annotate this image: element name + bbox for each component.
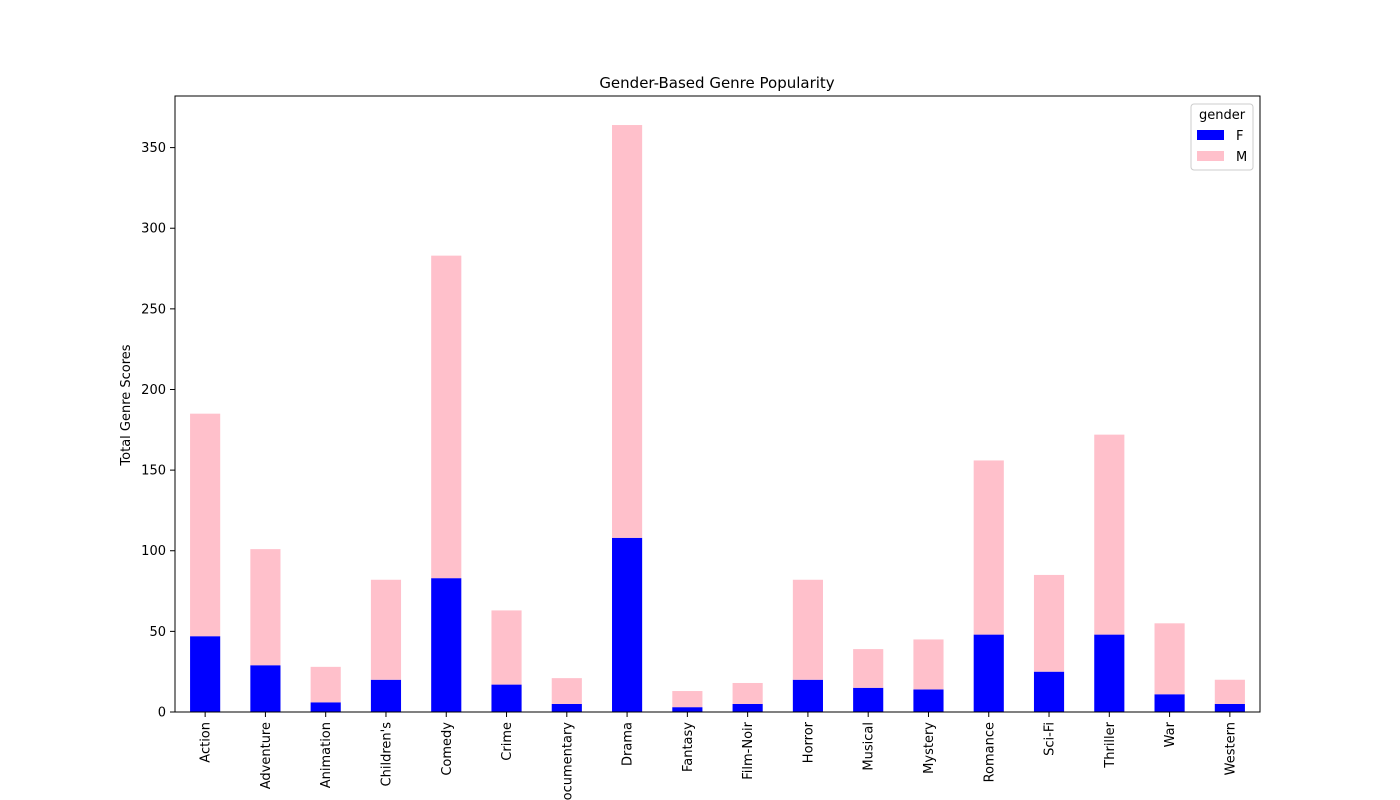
- bar-f-fantasy: [672, 707, 703, 712]
- x-tick-label: War: [1163, 721, 1178, 747]
- legend-label-m: M: [1236, 150, 1247, 165]
- bar-m-fantasy: [672, 691, 703, 708]
- y-axis: 0 50 100 150 200 250 300 350: [141, 141, 175, 721]
- x-tick-label: Action: [199, 722, 214, 763]
- bar-m-action: [190, 413, 221, 637]
- legend: gender F M: [1190, 103, 1254, 171]
- bar-f-crime: [491, 684, 522, 712]
- bar-m-children-s: [370, 579, 402, 680]
- bar-f-action: [190, 636, 221, 712]
- bar-f-film-noir: [732, 703, 763, 712]
- x-tick-label: Children's: [379, 722, 394, 787]
- x-tick-label: Animation: [319, 722, 334, 788]
- bar-m-thriller: [1094, 434, 1125, 635]
- bar-m-animation: [310, 666, 341, 703]
- bar-f-animation: [310, 702, 341, 712]
- bar-f-adventure: [250, 665, 281, 712]
- y-tick-label: 50: [149, 625, 166, 640]
- bar-f-horror: [792, 679, 823, 712]
- plot-frame: [174, 95, 1261, 713]
- bars-group: [190, 125, 1245, 712]
- x-tick-label: Comedy: [440, 722, 455, 776]
- y-axis-label: Total Genre Scores: [119, 344, 134, 466]
- x-axis: Action Adventure Animation Children's Comedy…: [199, 712, 1238, 800]
- x-tick-label: Fantasy: [681, 722, 696, 772]
- bar-m-romance: [973, 460, 1004, 635]
- x-tick-label: Sci-Fi: [1043, 722, 1058, 756]
- legend-swatch-f: [1197, 130, 1224, 140]
- legend-swatch-m: [1197, 151, 1224, 161]
- x-tick-label: Drama: [621, 722, 636, 766]
- x-tick-label: Film-Noir: [741, 721, 756, 779]
- chart-title: Gender-Based Genre Popularity: [599, 74, 834, 92]
- bar-m-adventure: [250, 549, 281, 666]
- x-tick-label: Horror: [801, 721, 816, 763]
- bar-m-film-noir: [732, 682, 763, 704]
- x-tick-label: Mystery: [922, 722, 937, 774]
- y-tick-label: 0: [158, 706, 166, 721]
- bar-f-comedy: [431, 578, 462, 712]
- bar-f-sci-fi: [1033, 671, 1065, 712]
- y-tick-label: 100: [141, 544, 166, 559]
- legend-title: gender: [1199, 108, 1246, 123]
- x-tick-label: Thriller: [1103, 721, 1118, 768]
- bar-m-crime: [491, 610, 522, 685]
- y-tick-label: 150: [141, 464, 166, 479]
- y-tick-label: 350: [141, 141, 166, 156]
- bar-m-sci-fi: [1033, 574, 1065, 672]
- bar-f-drama: [612, 537, 643, 712]
- bar-m-comedy: [431, 255, 462, 579]
- bar-m-documentary: [551, 678, 582, 704]
- x-tick-label: Romance: [982, 722, 997, 782]
- y-tick-label: 250: [141, 302, 166, 317]
- bar-f-children-s: [370, 679, 402, 712]
- y-tick-label: 200: [141, 383, 166, 398]
- x-tick-label: Crime: [500, 722, 515, 761]
- bar-m-drama: [612, 125, 643, 538]
- bar-f-romance: [973, 634, 1004, 712]
- x-tick-label: Documentary: [560, 722, 575, 800]
- bar-m-mystery: [913, 639, 944, 690]
- legend-label-f: F: [1236, 129, 1243, 144]
- x-tick-label: Musical: [862, 722, 877, 771]
- y-tick-label: 300: [141, 222, 166, 237]
- bar-m-musical: [853, 649, 884, 688]
- bar-m-horror: [792, 579, 823, 680]
- bar-f-documentary: [551, 703, 582, 712]
- bar-f-mystery: [913, 689, 944, 712]
- bar-m-war: [1154, 623, 1185, 695]
- bar-f-war: [1154, 694, 1185, 712]
- bar-f-musical: [853, 687, 884, 712]
- bar-f-western: [1214, 703, 1245, 712]
- x-tick-label: Adventure: [259, 722, 274, 789]
- bar-m-western: [1214, 679, 1245, 704]
- x-tick-label: Western: [1223, 722, 1238, 775]
- bar-f-thriller: [1094, 634, 1125, 712]
